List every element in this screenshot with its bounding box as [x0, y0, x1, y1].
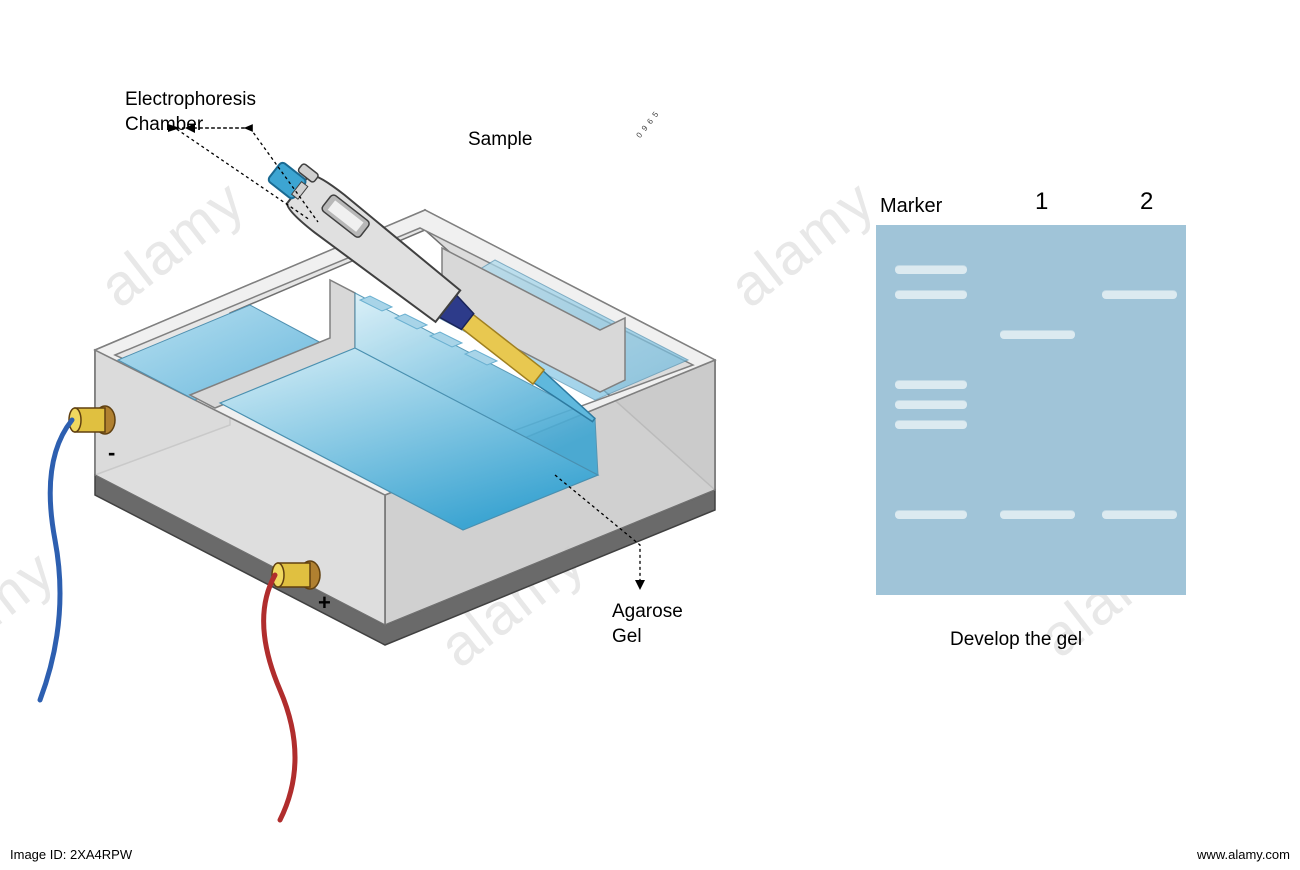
negative-wire — [40, 420, 72, 700]
electrode-neg-symbol: - — [108, 440, 115, 466]
gel-band — [895, 265, 967, 274]
label-develop: Develop the gel — [950, 628, 1082, 653]
positive-electrode — [272, 561, 320, 589]
positive-wire — [264, 575, 295, 820]
lane-label-2: 2 — [1140, 188, 1153, 216]
gel-band — [895, 380, 967, 389]
footer-image-id: Image ID: 2XA4RPW — [10, 847, 132, 862]
gel-band — [895, 510, 967, 519]
gel-band — [1102, 510, 1177, 519]
lane-label-marker: Marker — [880, 195, 942, 218]
negative-electrode — [69, 406, 115, 434]
gel-band — [895, 400, 967, 409]
footer-site: www.alamy.com — [1197, 847, 1290, 862]
gel-band — [1102, 290, 1177, 299]
electrode-pos-symbol: + — [318, 590, 331, 616]
gel-band — [1000, 510, 1075, 519]
label-agarose: Agarose Gel — [612, 600, 683, 649]
gel-result-panel — [876, 225, 1186, 595]
gel-band — [1000, 330, 1075, 339]
lane-label-1: 1 — [1035, 188, 1048, 216]
gel-band — [895, 290, 967, 299]
label-sample: Sample — [468, 128, 532, 153]
gel-band — [895, 420, 967, 429]
label-chamber: Electrophoresis Chamber — [125, 88, 256, 137]
